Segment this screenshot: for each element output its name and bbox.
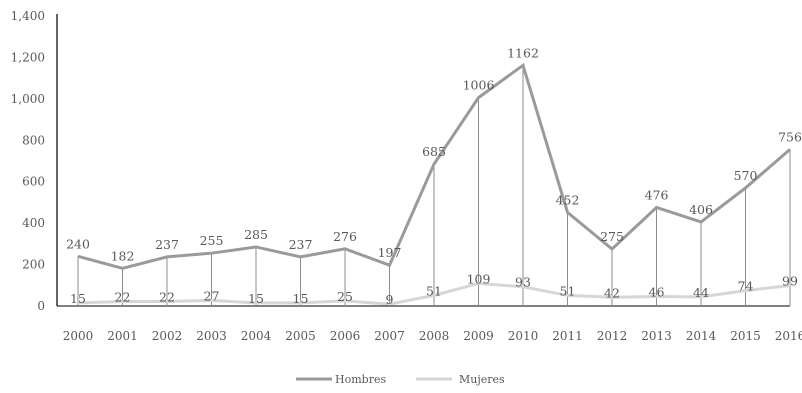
x-tick-label: 2006 [330, 329, 361, 343]
data-label-hombres: 240 [66, 236, 90, 251]
data-label-mujeres: 9 [386, 292, 394, 307]
data-label-mujeres: 25 [337, 289, 353, 304]
data-label-mujeres: 99 [782, 273, 798, 288]
x-tick-label: 2002 [152, 329, 183, 343]
data-label-mujeres: 15 [248, 291, 264, 306]
x-tick-label: 2010 [508, 329, 539, 343]
data-label-hombres: 452 [556, 192, 580, 207]
data-label-hombres: 237 [155, 237, 179, 252]
data-label-hombres: 275 [600, 229, 624, 244]
data-label-hombres: 570 [734, 168, 758, 183]
y-tick-label: 1,400 [11, 9, 45, 23]
data-label-hombres: 756 [778, 129, 802, 144]
x-tick-label: 2012 [597, 329, 628, 343]
y-tick-label: 600 [22, 175, 45, 189]
data-label-hombres: 255 [200, 233, 224, 248]
legend-label-hombres: Hombres [335, 373, 386, 386]
x-tick-label: 2005 [285, 329, 316, 343]
x-tick-label: 2016 [775, 329, 802, 343]
data-label-mujeres: 51 [426, 283, 442, 298]
y-tick-label: 800 [22, 133, 45, 147]
data-label-hombres: 1162 [507, 45, 539, 60]
x-tick-label: 2004 [241, 329, 272, 343]
x-tick-label: 2001 [107, 329, 138, 343]
x-tick-label: 2003 [196, 329, 227, 343]
data-label-mujeres: 46 [649, 284, 665, 299]
y-tick-label: 400 [22, 216, 45, 230]
y-tick-label: 0 [37, 299, 45, 313]
data-label-mujeres: 93 [515, 275, 531, 290]
data-label-hombres: 276 [333, 229, 357, 244]
data-label-mujeres: 22 [115, 289, 131, 304]
data-label-mujeres: 15 [70, 291, 86, 306]
data-label-hombres: 182 [111, 248, 135, 263]
x-tick-label: 2009 [463, 329, 494, 343]
data-label-mujeres: 22 [159, 289, 175, 304]
data-label-hombres: 1006 [463, 78, 495, 93]
x-tick-label: 2013 [641, 329, 672, 343]
data-label-hombres: 237 [289, 237, 313, 252]
data-label-hombres: 406 [689, 202, 713, 217]
x-tick-label: 2008 [419, 329, 450, 343]
x-tick-label: 2000 [63, 329, 94, 343]
y-tick-label: 200 [22, 258, 45, 272]
data-label-mujeres: 109 [467, 271, 491, 286]
data-label-mujeres: 27 [204, 288, 220, 303]
x-tick-label: 2011 [552, 329, 583, 343]
data-label-mujeres: 74 [738, 279, 754, 294]
x-tick-label: 2014 [686, 329, 717, 343]
x-tick-label: 2007 [374, 329, 405, 343]
data-label-mujeres: 51 [560, 283, 576, 298]
data-label-hombres: 476 [645, 187, 669, 202]
data-label-hombres: 685 [422, 144, 446, 159]
y-tick-label: 1,000 [11, 92, 45, 106]
y-tick-label: 1,200 [11, 50, 45, 64]
legend: Hombres Mujeres [296, 373, 505, 386]
data-label-mujeres: 44 [693, 285, 709, 300]
legend-label-mujeres: Mujeres [459, 373, 505, 386]
x-tick-label: 2015 [730, 329, 761, 343]
data-label-mujeres: 15 [293, 291, 309, 306]
data-label-mujeres: 42 [604, 285, 620, 300]
data-label-hombres: 197 [378, 245, 402, 260]
data-label-hombres: 285 [244, 227, 268, 242]
drop-lines [78, 65, 790, 306]
